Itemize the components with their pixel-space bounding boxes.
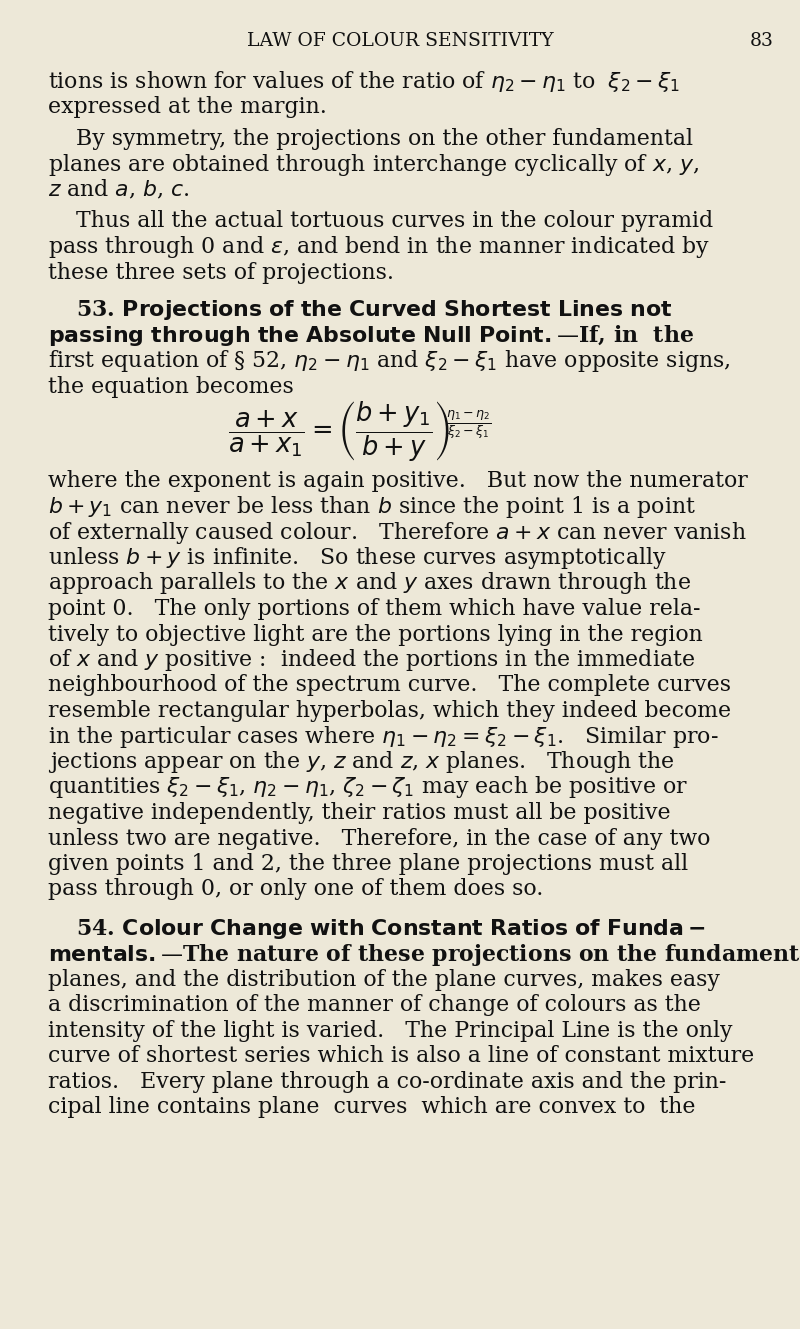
Text: 53. $\mathbf{Projections\ of\ the\ Curved\ Shortest\ Lines\ not}$: 53. $\mathbf{Projections\ of\ the\ Curve… <box>76 298 672 322</box>
Text: where the exponent is again positive.   But now the numerator: where the exponent is again positive. Bu… <box>48 470 748 493</box>
Text: unless $b+y$ is infinite.   So these curves asymptotically: unless $b+y$ is infinite. So these curve… <box>48 545 666 571</box>
Text: tions is shown for values of the ratio of $\eta_2-\eta_1$ to $\;\xi_2-\xi_1$: tions is shown for values of the ratio o… <box>48 69 680 94</box>
Text: neighbourhood of the spectrum curve.   The complete curves: neighbourhood of the spectrum curve. The… <box>48 675 731 696</box>
Text: a discrimination of the manner of change of colours as the: a discrimination of the manner of change… <box>48 994 701 1017</box>
Text: first equation of § 52, $\eta_2-\eta_1$ and $\xi_2-\xi_1$ have opposite signs,: first equation of § 52, $\eta_2-\eta_1$ … <box>48 348 730 373</box>
Text: unless two are negative.   Therefore, in the case of any two: unless two are negative. Therefore, in t… <box>48 828 710 849</box>
Text: ratios.   Every plane through a co-ordinate axis and the prin-: ratios. Every plane through a co-ordinat… <box>48 1071 726 1092</box>
Text: $\mathbf{mentals.}$—The nature of these projections on the fundamental: $\mathbf{mentals.}$—The nature of these … <box>48 941 800 968</box>
Text: negative independently, their ratios must all be positive: negative independently, their ratios mus… <box>48 801 670 824</box>
Text: the equation becomes: the equation becomes <box>48 376 294 397</box>
Text: these three sets of projections.: these three sets of projections. <box>48 262 394 283</box>
Text: $\mathbf{passing\ through\ the\ Absolute\ Null\ Point.}$—If, in  the: $\mathbf{passing\ through\ the\ Absolute… <box>48 323 694 347</box>
Text: By symmetry, the projections on the other fundamental: By symmetry, the projections on the othe… <box>76 128 693 150</box>
Text: pass through 0 and $\varepsilon$, and bend in the manner indicated by: pass through 0 and $\varepsilon$, and be… <box>48 234 710 260</box>
Text: pass through 0, or only one of them does so.: pass through 0, or only one of them does… <box>48 878 543 901</box>
Text: $b+y_1$ can never be less than $b$ since the point 1 is a point: $b+y_1$ can never be less than $b$ since… <box>48 494 696 520</box>
Text: jections appear on the $y$, $z$ and $z$, $x$ planes.   Though the: jections appear on the $y$, $z$ and $z$,… <box>48 750 674 775</box>
Text: of externally caused colour.   Therefore $a+x$ can never vanish: of externally caused colour. Therefore $… <box>48 520 746 545</box>
Text: given points 1 and 2, the three plane projections must all: given points 1 and 2, the three plane pr… <box>48 853 688 874</box>
Text: of $x$ and $y$ positive :  indeed the portions in the immediate: of $x$ and $y$ positive : indeed the por… <box>48 647 695 672</box>
Text: tively to objective light are the portions lying in the region: tively to objective light are the portio… <box>48 623 702 646</box>
Text: in the particular cases where $\eta_1-\eta_2=\xi_2-\xi_1$.   Similar pro-: in the particular cases where $\eta_1-\e… <box>48 723 718 750</box>
Text: LAW OF COLOUR SENSITIVITY: LAW OF COLOUR SENSITIVITY <box>246 32 554 51</box>
Text: resemble rectangular hyperbolas, which they indeed become: resemble rectangular hyperbolas, which t… <box>48 700 731 722</box>
Text: curve of shortest series which is also a line of constant mixture: curve of shortest series which is also a… <box>48 1046 754 1067</box>
Text: $z$ and $a$, $b$, $c$.: $z$ and $a$, $b$, $c$. <box>48 178 190 201</box>
Text: quantities $\xi_2-\xi_1$, $\eta_2-\eta_1$, $\zeta_2-\zeta_1$ may each be positiv: quantities $\xi_2-\xi_1$, $\eta_2-\eta_1… <box>48 775 688 800</box>
Text: planes are obtained through interchange cyclically of $x$, $y$,: planes are obtained through interchange … <box>48 152 699 178</box>
Text: cipal line contains plane  curves  which are convex to  the: cipal line contains plane curves which a… <box>48 1096 695 1119</box>
Text: 83: 83 <box>750 32 774 51</box>
Text: 54. $\mathbf{Colour\ Change\ with\ Constant\ Ratios\ of\ Funda-}$: 54. $\mathbf{Colour\ Change\ with\ Const… <box>76 917 706 941</box>
Text: $\dfrac{a+x}{a+x_1} = \left(\dfrac{b+y_1}{b+y}\right)^{\!\!\frac{\eta_1-\eta_2}{: $\dfrac{a+x}{a+x_1} = \left(\dfrac{b+y_1… <box>228 400 492 464</box>
Text: intensity of the light is varied.   The Principal Line is the only: intensity of the light is varied. The Pr… <box>48 1019 733 1042</box>
Text: planes, and the distribution of the plane curves, makes easy: planes, and the distribution of the plan… <box>48 969 720 991</box>
Text: point 0.   The only portions of them which have value rela-: point 0. The only portions of them which… <box>48 598 701 621</box>
Text: Thus all the actual tortuous curves in the colour pyramid: Thus all the actual tortuous curves in t… <box>76 210 713 233</box>
Text: approach parallels to the $x$ and $y$ axes drawn through the: approach parallels to the $x$ and $y$ ax… <box>48 570 691 597</box>
Text: expressed at the margin.: expressed at the margin. <box>48 97 327 118</box>
